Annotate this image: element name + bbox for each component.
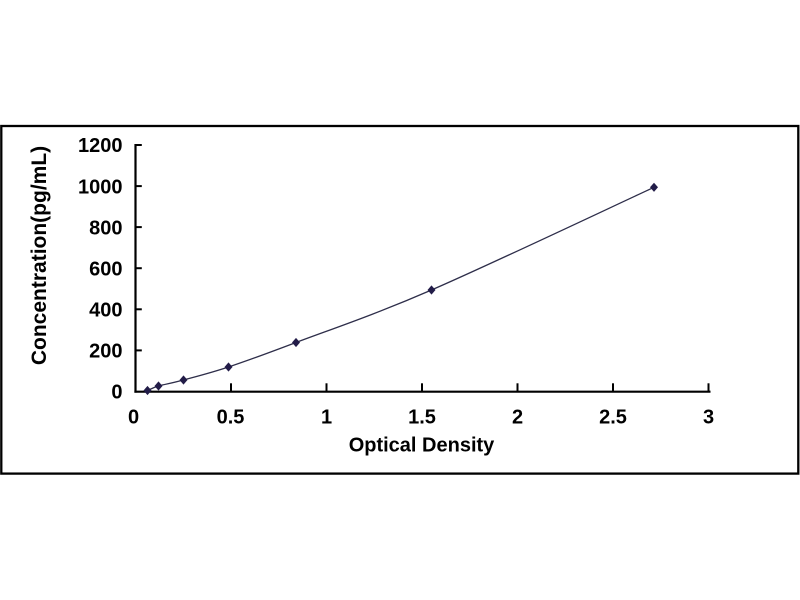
svg-text:800: 800: [89, 217, 122, 239]
svg-text:200: 200: [89, 341, 122, 363]
svg-text:1.5: 1.5: [408, 406, 436, 428]
svg-text:0.5: 0.5: [217, 406, 245, 428]
svg-text:Optical Density: Optical Density: [349, 435, 495, 457]
svg-text:0: 0: [111, 382, 122, 404]
svg-text:2: 2: [512, 406, 523, 428]
svg-text:Concentration(pg/mL): Concentration(pg/mL): [28, 146, 51, 365]
svg-text:1000: 1000: [78, 176, 123, 198]
svg-text:2.5: 2.5: [599, 406, 627, 428]
svg-text:1200: 1200: [78, 135, 123, 157]
svg-text:3: 3: [703, 406, 714, 428]
svg-text:0: 0: [128, 406, 139, 428]
svg-text:1: 1: [321, 406, 332, 428]
svg-text:400: 400: [89, 300, 122, 322]
svg-text:600: 600: [89, 258, 122, 280]
